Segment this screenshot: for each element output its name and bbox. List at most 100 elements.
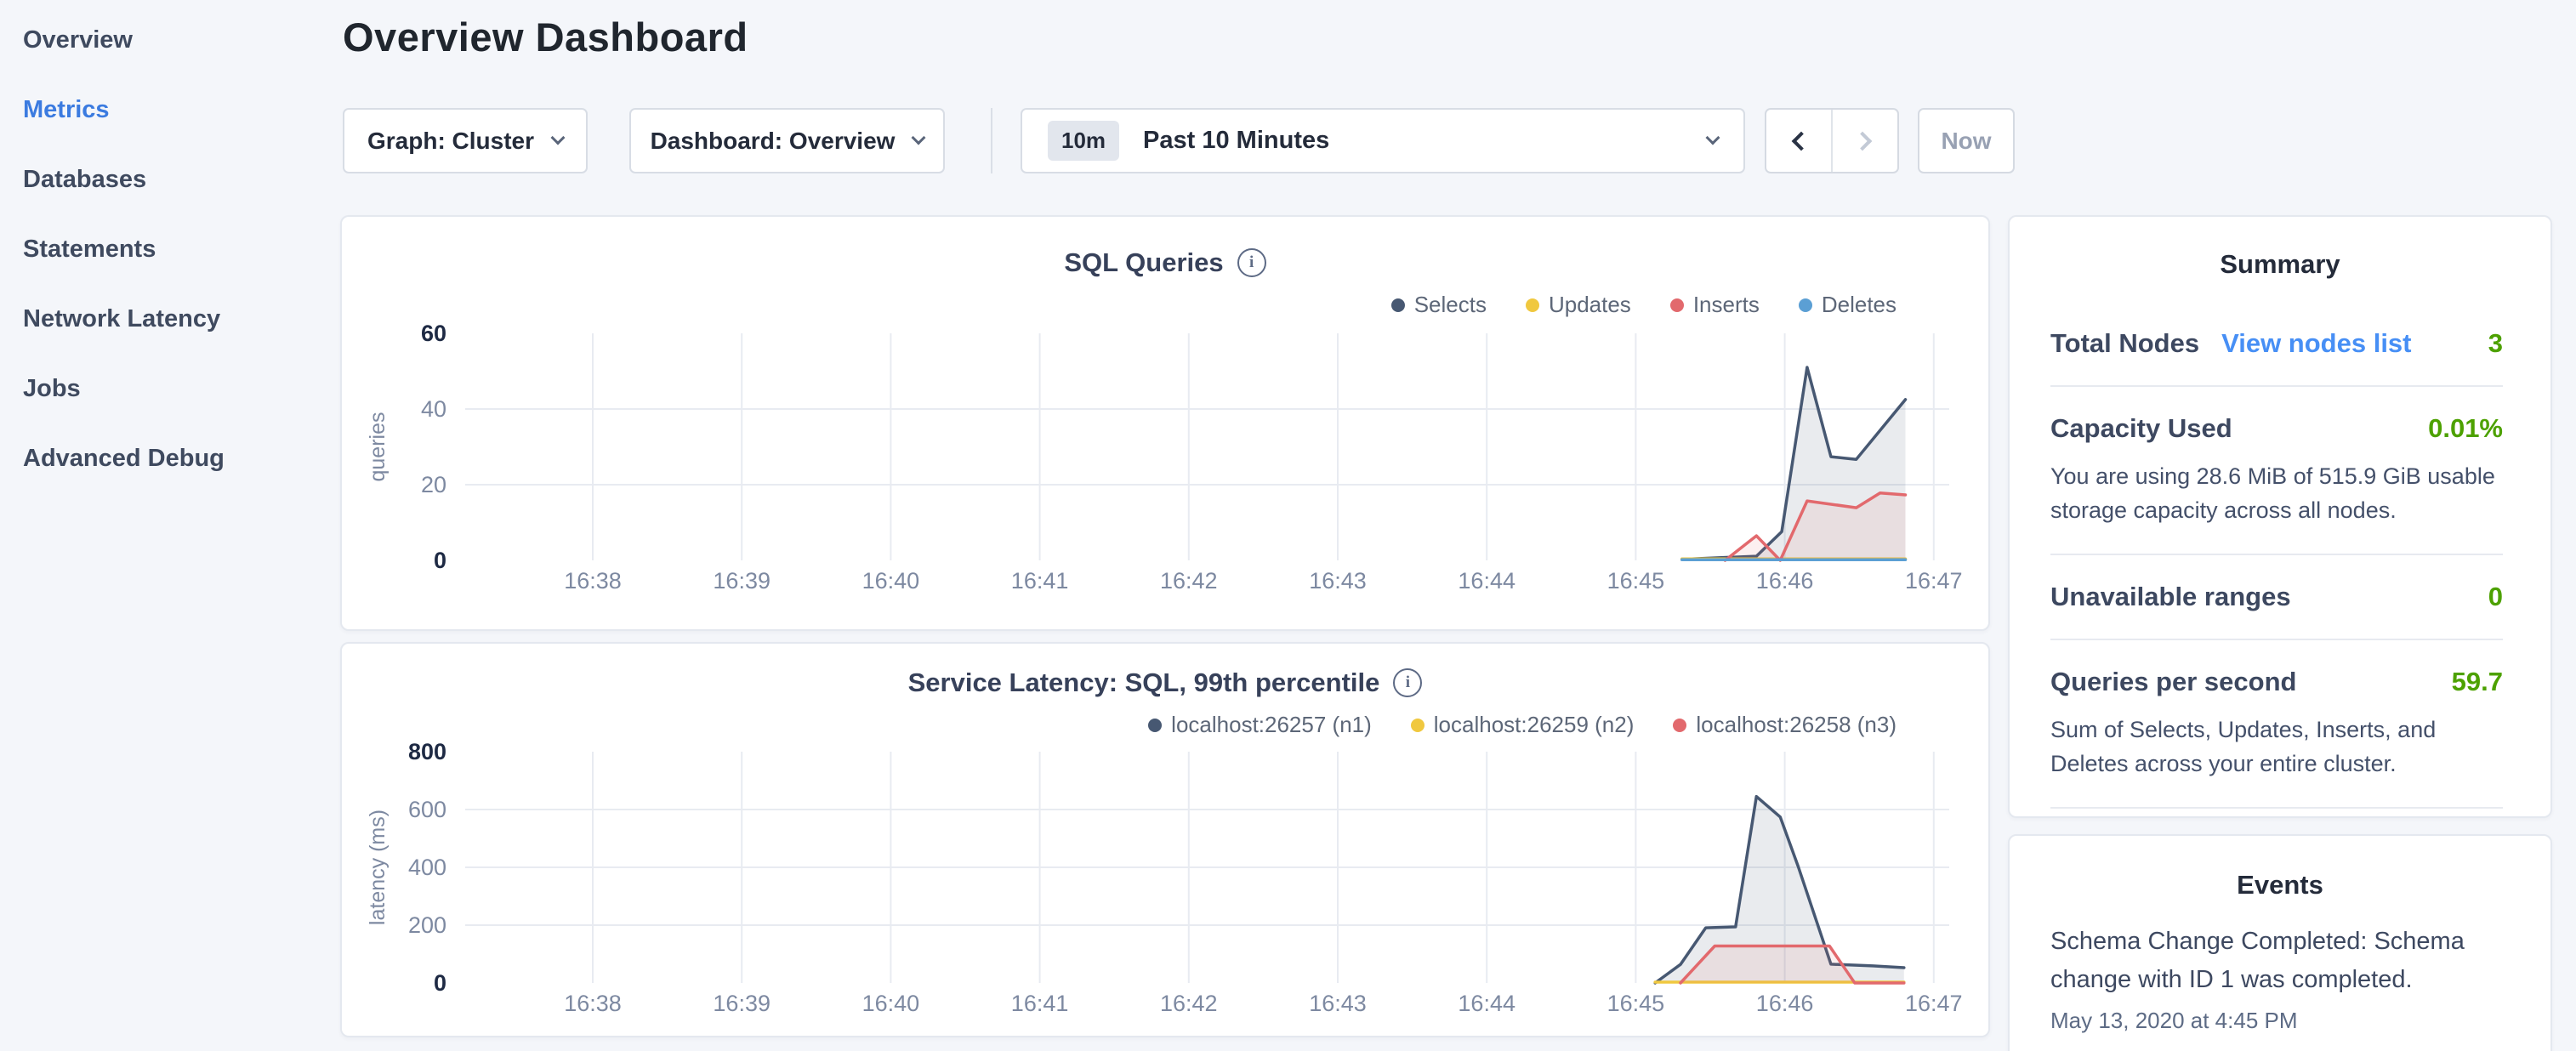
x-tick-label: 16:38 (564, 991, 622, 1016)
x-tick-label: 16:41 (1011, 991, 1069, 1016)
info-icon[interactable]: i (1393, 668, 1423, 697)
series-area-localhost-26257-n1 (1655, 796, 1904, 983)
summary-title: Summary (2220, 249, 2340, 279)
summary-subtext: You are using 28.6 MiB of 515.9 GiB usab… (2050, 463, 2495, 523)
x-tick-label: 16:46 (1756, 991, 1814, 1016)
legend-item-deletes[interactable]: Deletes (1798, 292, 1896, 318)
legend-label: localhost:26258 (n3) (1696, 712, 1896, 737)
service-latency-chart: 0 200 400 600 800 16:38 16:39 16:40 16:41 16:42 16… (366, 739, 1963, 1016)
legend-label: localhost:26257 (n1) (1171, 712, 1372, 737)
y-tick-label: 60 (421, 321, 446, 346)
x-tick-label: 16:39 (713, 991, 771, 1016)
legend-label: Updates (1548, 292, 1631, 317)
now-button[interactable]: Now (1918, 108, 2015, 173)
chart-legend: localhost:26257 (n1) localhost:26259 (n2)… (1148, 712, 1896, 738)
x-tick-label: 16:45 (1607, 568, 1665, 594)
x-tick-label: 16:47 (1905, 568, 1963, 594)
legend-label: Selects (1413, 292, 1487, 317)
x-tick-label: 16:42 (1160, 568, 1218, 594)
x-tick-label: 16:43 (1309, 568, 1367, 594)
legend-item-inserts[interactable]: Inserts (1669, 292, 1760, 318)
time-range-selector[interactable]: 10m Past 10 Minutes (1021, 108, 1745, 173)
y-tick-label: 0 (434, 548, 446, 573)
events-title: Events (2237, 870, 2323, 900)
event-timestamp: May 13, 2020 at 4:45 PM (2050, 1008, 2298, 1033)
series-line-inserts (1723, 491, 1908, 562)
chevron-right-icon (1852, 131, 1873, 151)
summary-value: 0.01% (2428, 413, 2503, 443)
sidebar-item-statements[interactable]: Statements (23, 236, 156, 263)
time-range-badge: 10m (1048, 121, 1120, 161)
x-tick-label: 16:42 (1160, 991, 1218, 1016)
sidebar-item-overview[interactable]: Overview (23, 26, 133, 54)
y-tick-label: 20 (421, 472, 446, 497)
y-tick-label: 0 (434, 970, 446, 996)
summary-row-capacity-used: Capacity Used 0.01% You are using 28.6 MiB… (2050, 387, 2503, 555)
legend-label: Inserts (1692, 292, 1760, 317)
summary-card: Summary Total Nodes View nodes list 3 Capac… (2008, 215, 2552, 865)
chart-title: Service Latency: SQL, 99th percentile (907, 668, 1380, 697)
toolbar-divider (991, 108, 992, 173)
sql-queries-chart: 0 20 40 60 16:38 16:39 16:40 16:41 16:42 16:43 16:… (366, 321, 1963, 594)
y-axis-title: latency (ms) (366, 810, 390, 925)
summary-label: Capacity Used (2050, 413, 2232, 443)
legend-dot (1525, 298, 1539, 312)
x-tick-label: 16:38 (564, 568, 622, 594)
sidebar-list: Overview Metrics Databases Statements Networ… (23, 26, 225, 514)
sidebar-item-databases[interactable]: Databases (23, 166, 147, 193)
legend-dot (1390, 298, 1405, 312)
y-axis-title: queries (366, 412, 390, 482)
next-range-button[interactable] (1831, 110, 1897, 172)
chart-legend: Selects Updates Inserts Deletes (1390, 292, 1896, 318)
y-tick-label: 800 (408, 739, 446, 764)
sidebar-item-network-latency[interactable]: Network Latency (23, 305, 221, 332)
legend-item-localhost-26259-n2[interactable]: localhost:26259 (n2) (1410, 712, 1634, 738)
events-card: Events Schema Change Completed: Schema c… (2008, 834, 2552, 1051)
legend-dot (1673, 718, 1687, 732)
sidebar: Overview Metrics Databases Statements Networ… (0, 0, 340, 1051)
x-tick-label: 16:46 (1756, 568, 1814, 594)
x-tick-label: 16:45 (1607, 991, 1665, 1016)
legend-item-localhost-26257-n1[interactable]: localhost:26257 (n1) (1148, 712, 1372, 738)
sidebar-item-metrics[interactable]: Metrics (23, 96, 110, 123)
sidebar-item-jobs[interactable]: Jobs (23, 375, 81, 402)
summary-label: Total Nodes (2050, 328, 2200, 358)
summary-link[interactable]: View nodes list (2221, 328, 2412, 358)
x-tick-label: 16:40 (862, 568, 920, 594)
events-body: Schema Change Completed: Schema change w… (2010, 900, 2550, 1034)
summary-label: Unavailable ranges (2050, 582, 2291, 611)
summary-row-queries-per-second: Queries per second 59.7 Sum of Selects, Up… (2050, 640, 2503, 809)
chevron-down-icon (1705, 130, 1720, 145)
legend-item-updates[interactable]: Updates (1525, 292, 1631, 318)
legend-dot (1669, 298, 1684, 312)
event-item: Schema Change Completed: Schema change w… (2050, 923, 2510, 1034)
x-tick-label: 16:47 (1905, 991, 1963, 1016)
prev-range-button[interactable] (1766, 110, 1831, 172)
chevron-left-icon (1791, 131, 1811, 151)
legend-item-localhost-26258-n3[interactable]: localhost:26258 (n3) (1673, 712, 1896, 738)
summary-row-unavailable-ranges: Unavailable ranges 0 (2050, 555, 2503, 640)
series-line-selects (1680, 366, 1908, 561)
chart-card-service-latency: Service Latency: SQL, 99th percentile i … (340, 642, 1990, 1037)
legend-dot (1148, 718, 1163, 732)
time-range-step-group (1765, 108, 1899, 173)
sidebar-item-advanced-debug[interactable]: Advanced Debug (23, 445, 225, 472)
x-tick-label: 16:44 (1458, 568, 1515, 594)
summary-row-total-nodes: Total Nodes View nodes list 3 (2050, 302, 2503, 387)
x-tick-label: 16:41 (1011, 568, 1069, 594)
page-title: Overview Dashboard (343, 14, 748, 60)
y-tick-label: 200 (408, 912, 446, 938)
graph-dropdown[interactable]: Graph: Cluster (343, 108, 588, 173)
x-tick-label: 16:44 (1458, 991, 1515, 1016)
x-tick-label: 16:39 (713, 568, 771, 594)
dashboard-dropdown-label: Dashboard: Overview (650, 127, 896, 154)
legend-item-selects[interactable]: Selects (1390, 292, 1487, 318)
chart-title: SQL Queries (1064, 247, 1224, 277)
chevron-down-icon (550, 130, 566, 145)
info-icon[interactable]: i (1237, 248, 1266, 277)
legend-dot (1410, 718, 1424, 732)
x-tick-label: 16:43 (1309, 991, 1367, 1016)
summary-label: Queries per second (2050, 667, 2297, 696)
summary-value: 0 (2488, 582, 2503, 611)
dashboard-dropdown[interactable]: Dashboard: Overview (629, 108, 945, 173)
